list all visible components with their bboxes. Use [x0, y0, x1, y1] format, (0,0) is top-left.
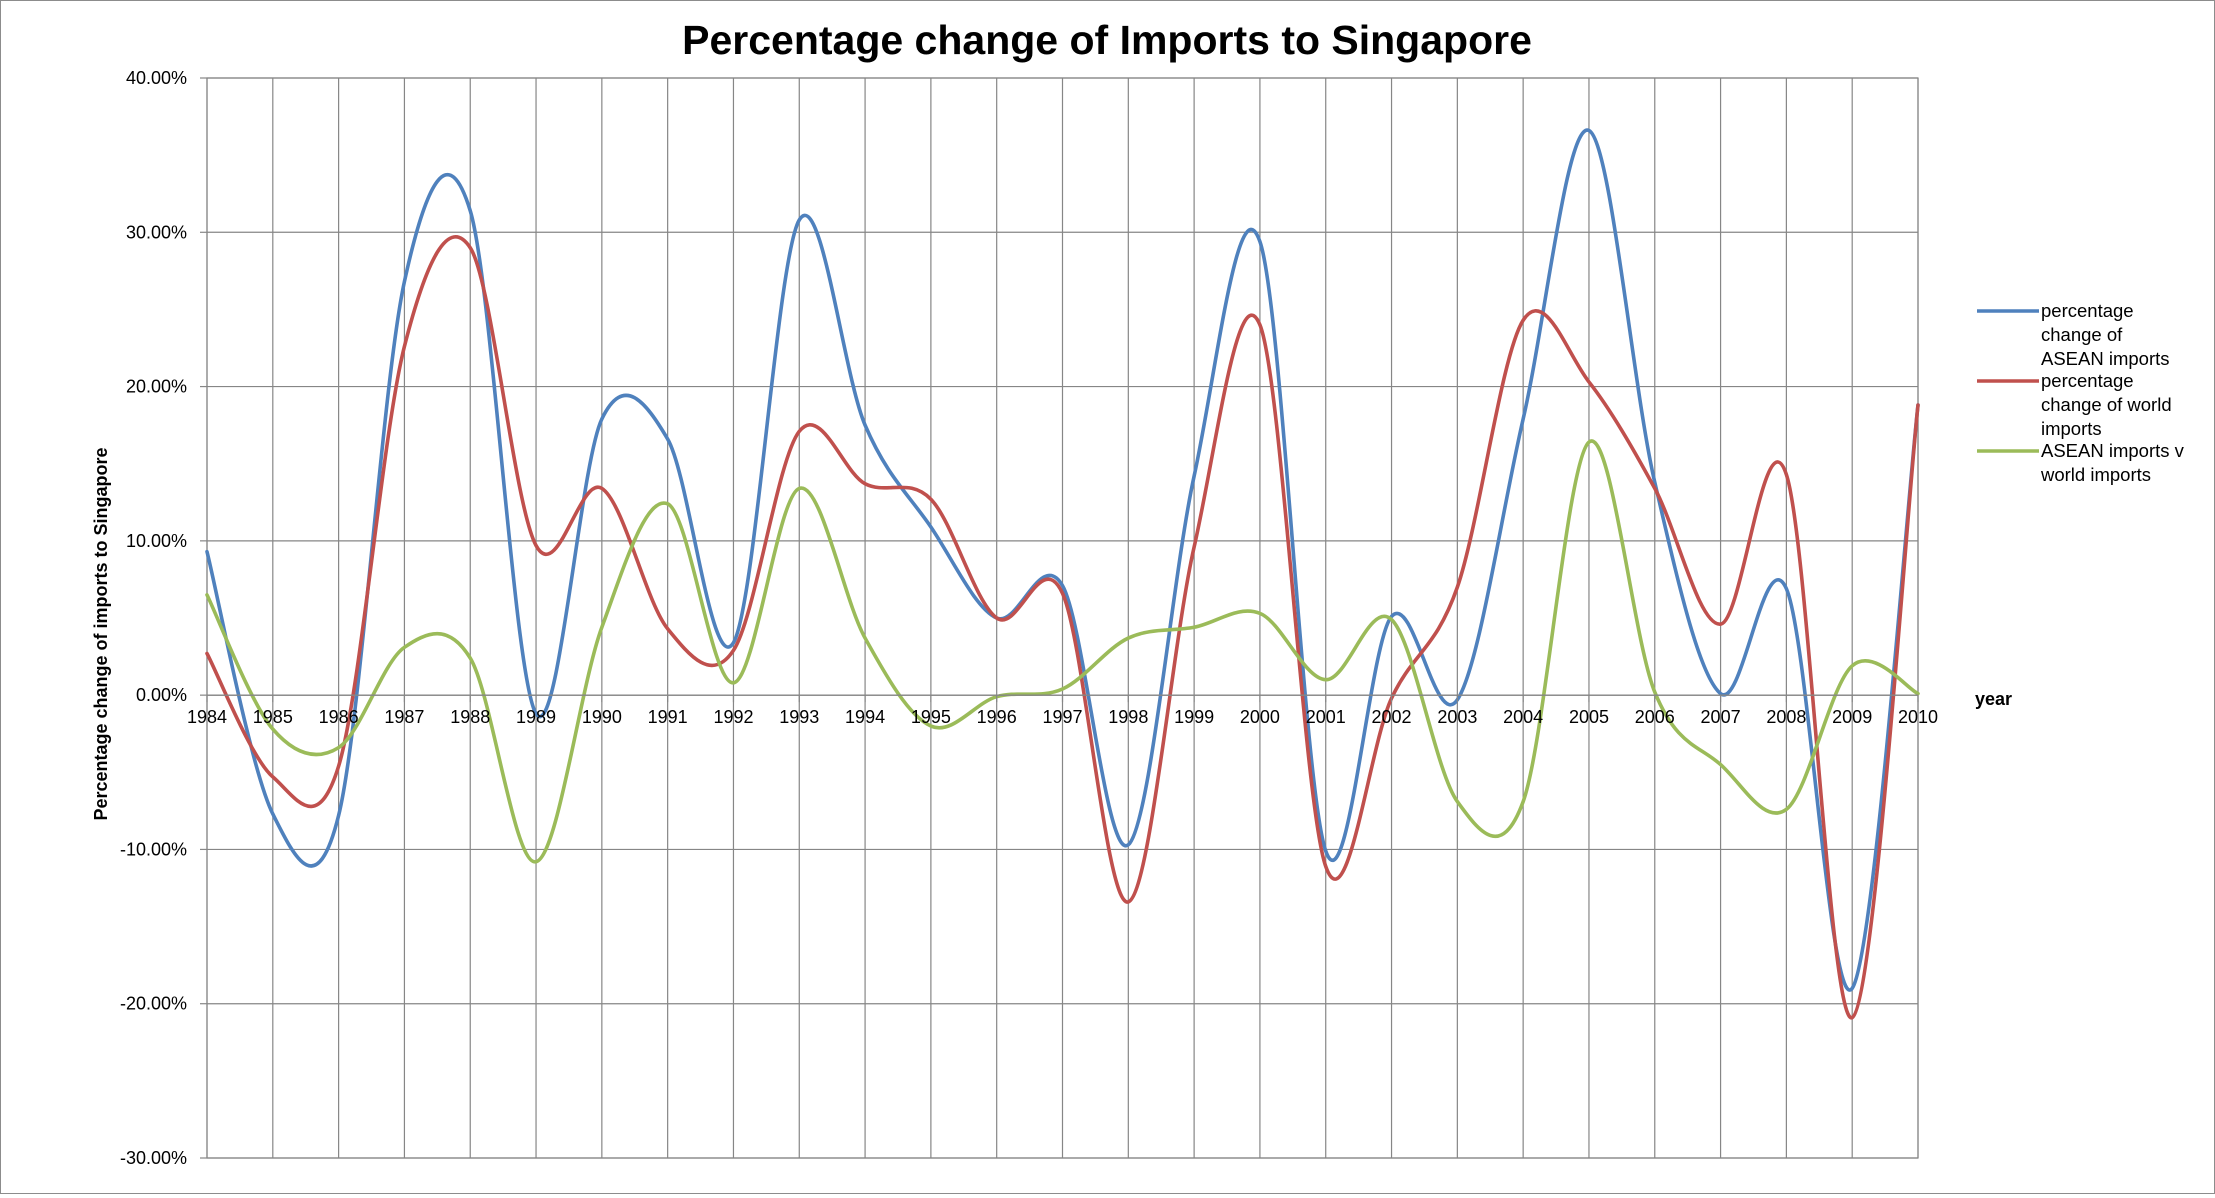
x-tick-label: 2003	[1437, 707, 1477, 727]
series-line-2	[205, 235, 1920, 1020]
x-tick-label: 1990	[582, 707, 622, 727]
gridlines	[206, 77, 1919, 1159]
x-tick-label: 2005	[1569, 707, 1609, 727]
x-tick-label: 1996	[977, 707, 1017, 727]
y-axis-ticks: -30.00% -20.00% -10.00% 0.00% 10.00% 20.00% 30…	[120, 68, 207, 1168]
x-tick-label: 2007	[1701, 707, 1741, 727]
y-tick-label: 20.00%	[126, 377, 187, 397]
x-tick-label: 2008	[1766, 707, 1806, 727]
y-tick-label: -30.00%	[120, 1148, 187, 1168]
chart-title: Percentage change of Imports to Singapor…	[682, 17, 1532, 63]
y-axis-title: Percentage change of imports to Singapor…	[91, 447, 111, 820]
series-group	[205, 128, 1920, 1020]
x-tick-label: 2001	[1306, 707, 1346, 727]
y-tick-label: 30.00%	[126, 222, 187, 242]
x-tick-label: 1994	[845, 707, 885, 727]
x-tick-label: 1985	[253, 707, 293, 727]
x-axis-title: year	[1975, 689, 2012, 709]
x-tick-label: 1999	[1174, 707, 1214, 727]
plot-area-border	[206, 77, 1919, 1159]
x-tick-label: 1986	[319, 707, 359, 727]
y-tick-label: 0.00%	[136, 685, 187, 705]
y-tick-label: 10.00%	[126, 531, 187, 551]
x-tick-label: 1992	[713, 707, 753, 727]
x-tick-label: 1991	[648, 707, 688, 727]
legend: percentage change of ASEAN importspercenta…	[1977, 300, 2185, 485]
legend-label-1: percentage change of ASEAN imports	[2041, 300, 2170, 369]
x-tick-label: 1998	[1108, 707, 1148, 727]
y-tick-label: -20.00%	[120, 994, 187, 1014]
x-tick-label: 1984	[187, 707, 227, 727]
x-tick-label: 1988	[450, 707, 490, 727]
x-tick-label: 1987	[384, 707, 424, 727]
series-line-3	[205, 439, 1920, 864]
x-tick-label: 2010	[1898, 707, 1938, 727]
x-tick-label: 2004	[1503, 707, 1543, 727]
x-tick-label: 1997	[1042, 707, 1082, 727]
legend-label-3: ASEAN imports v world imports	[2040, 440, 2185, 485]
x-axis-ticks: 1984 1985 1986 1987 1988 1989 1990 1991 1992 1993…	[187, 694, 1938, 727]
x-tick-label: 1989	[516, 707, 556, 727]
y-tick-label: 40.00%	[126, 68, 187, 88]
x-tick-label: 1995	[911, 707, 951, 727]
x-tick-label: 2000	[1240, 707, 1280, 727]
x-tick-label: 1993	[779, 707, 819, 727]
x-tick-label: 2002	[1372, 707, 1412, 727]
y-tick-label: -10.00%	[120, 839, 187, 859]
x-tick-label: 2009	[1832, 707, 1872, 727]
series-line-1	[205, 128, 1920, 992]
x-tick-label: 2006	[1635, 707, 1675, 727]
legend-label-2: percentage change of world imports	[2041, 370, 2172, 439]
